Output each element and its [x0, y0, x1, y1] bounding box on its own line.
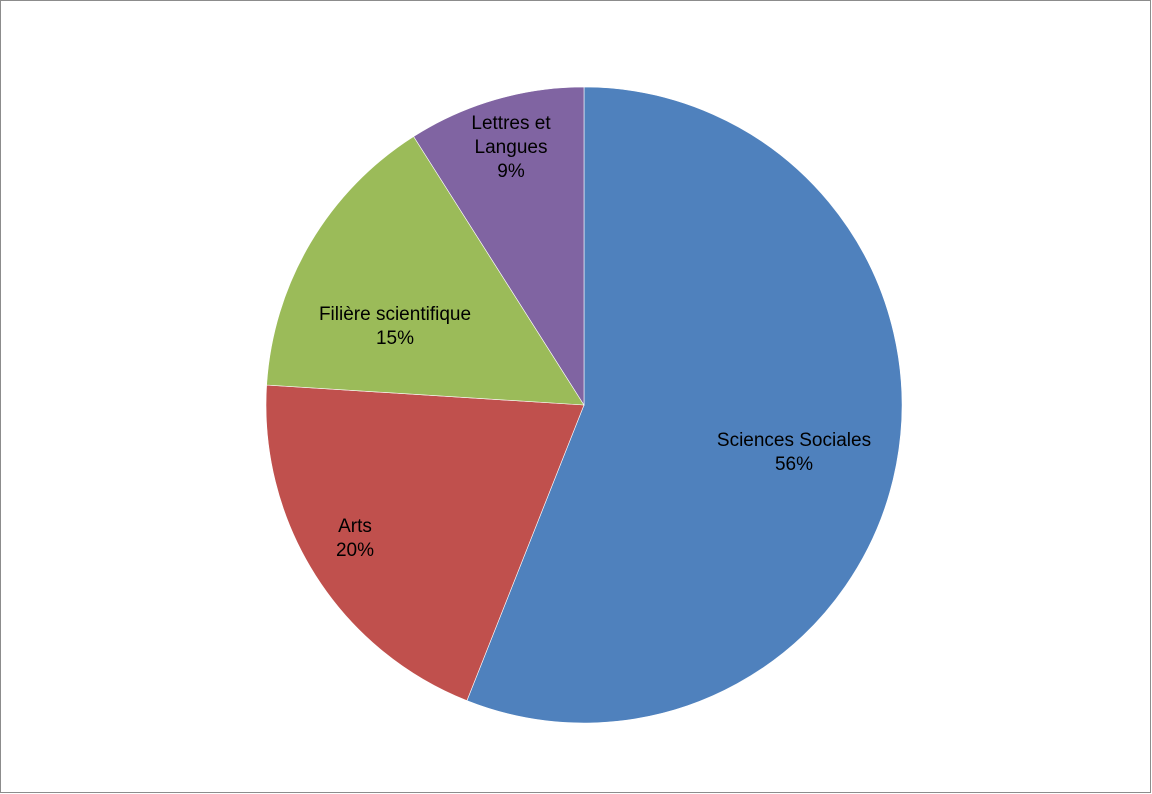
data-label-percent: 20% — [336, 540, 374, 561]
data-label-percent: 9% — [497, 161, 525, 182]
labels-layer: Sciences Sociales 56% Arts 20% Filière scien… — [319, 113, 871, 561]
data-label-category: Arts — [338, 516, 372, 537]
pie-slice-fili-re-scientifique — [266, 136, 585, 406]
data-label: Lettres et Langues 9% — [471, 113, 551, 182]
pie-slice-arts — [265, 384, 585, 702]
data-label: Sciences Sociales 56% — [717, 430, 871, 475]
data-label-category: Filière scientifique — [319, 304, 471, 325]
pie-slice-lettres-et-langues — [413, 86, 585, 407]
data-label: Filière scientifique 15% — [319, 304, 471, 349]
data-label-category: Lettres et — [471, 113, 551, 134]
data-label: Arts 20% — [336, 516, 374, 561]
data-label-category: Sciences Sociales — [717, 430, 871, 451]
data-label-category: Langues — [475, 137, 548, 158]
data-label-percent: 56% — [775, 454, 813, 475]
slices-layer — [265, 86, 903, 724]
pie-slice-sciences-sociales — [466, 86, 903, 724]
data-label-percent: 15% — [376, 328, 414, 349]
